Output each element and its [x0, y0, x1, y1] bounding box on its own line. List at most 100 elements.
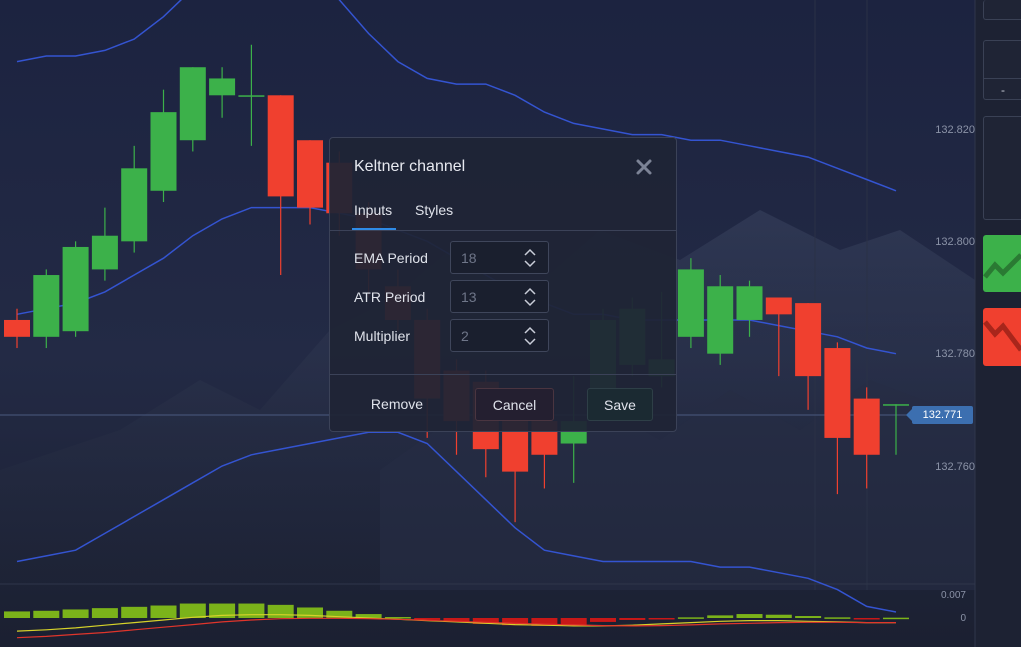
histogram-bar [238, 603, 265, 618]
atr-period-label: ATR Period [354, 289, 426, 305]
price-axis-label: 132.820 [935, 124, 975, 136]
histogram-bar [443, 618, 470, 622]
histogram-bar [4, 611, 30, 618]
histogram-bar [150, 605, 177, 618]
histogram-bar [414, 618, 441, 620]
histogram-bar [384, 617, 411, 619]
multiplier-input[interactable]: 2 [450, 319, 549, 352]
put-button[interactable] [983, 308, 1021, 366]
active-tab-indicator [352, 228, 396, 230]
candle [91, 207, 118, 281]
cancel-button[interactable]: Cancel [475, 388, 554, 421]
time-field[interactable] [983, 40, 1021, 100]
candle [62, 241, 89, 337]
tab-styles[interactable]: Styles [415, 202, 453, 218]
current-price-badge: 132.771 [906, 406, 973, 424]
keltner-lower-band [16, 431, 897, 613]
histogram-bar [795, 616, 822, 618]
candle [179, 67, 206, 152]
candle [736, 280, 763, 337]
amount-field[interactable] [983, 0, 1021, 20]
candle-body [4, 319, 30, 337]
save-button[interactable]: Save [587, 388, 653, 421]
multiplier-label: Multiplier [354, 328, 411, 344]
candle [4, 308, 30, 349]
spinner-icon[interactable] [523, 286, 537, 308]
histogram-bar [560, 618, 587, 625]
candle-body [238, 95, 265, 97]
atr-period-input[interactable]: 13 [450, 280, 549, 313]
histogram-bar [267, 604, 294, 618]
histogram-bar [883, 617, 909, 620]
call-button[interactable] [983, 235, 1021, 292]
ema-period-input[interactable]: 18 [450, 241, 549, 274]
candle-body [765, 297, 792, 315]
histogram-bar [736, 614, 763, 618]
candle-body [179, 67, 206, 141]
oscillator-axis-label: 0 [960, 613, 966, 624]
candle-body [297, 140, 323, 208]
candle-body [853, 398, 880, 455]
dialog-title: Keltner channel [354, 158, 466, 175]
histogram-bar [824, 617, 851, 619]
tabs-divider [330, 230, 676, 231]
spinner-icon[interactable] [523, 247, 537, 269]
candle-body [795, 303, 822, 377]
histogram-bar [91, 608, 118, 618]
price-axis-label: 132.780 [935, 348, 975, 360]
candle [297, 140, 323, 225]
candle [677, 258, 704, 349]
histogram-bar [179, 603, 206, 618]
ema-period-label: EMA Period [354, 250, 428, 266]
tab-styles-label: Styles [415, 202, 454, 218]
trend-down-icon [983, 320, 1021, 352]
price-axis-label: 132.760 [935, 461, 975, 473]
candle-body [150, 112, 177, 191]
candle-body [677, 269, 704, 337]
spinner-icon[interactable] [523, 325, 537, 347]
histogram-bar [121, 606, 148, 618]
oscillator-axis-label: 0.007 [940, 590, 966, 601]
keltner-channel-dialog: Keltner channel Inputs Styles EMA Period… [329, 137, 677, 432]
candle-body [33, 275, 60, 337]
candle-body [62, 246, 89, 332]
price-axis-label: 132.800 [935, 236, 975, 248]
remove-button[interactable]: Remove [370, 396, 424, 412]
histogram-bar [33, 610, 60, 618]
histogram-bar [648, 618, 675, 620]
candle-body [121, 168, 148, 242]
histogram-bar [765, 614, 792, 618]
candle [883, 404, 909, 455]
candle [795, 303, 822, 410]
close-icon[interactable] [633, 156, 655, 178]
candle-body [209, 78, 236, 96]
candle-body [824, 348, 851, 438]
keltner-upper-band [16, 0, 897, 192]
candle [33, 269, 60, 349]
candle [209, 67, 236, 118]
candle [238, 44, 265, 146]
candle [707, 275, 734, 365]
histogram-bar [502, 618, 529, 626]
histogram-bar [472, 618, 499, 624]
candle [267, 95, 294, 276]
candle [824, 342, 851, 495]
oscillator-panel [4, 603, 909, 639]
candle [765, 297, 792, 377]
histogram-bar [355, 614, 382, 618]
histogram-bar [62, 609, 89, 618]
candle [150, 89, 177, 203]
ema-period-value: 18 [461, 250, 477, 266]
histogram-bar [326, 610, 353, 618]
candle-body [736, 286, 763, 320]
histogram-bar [853, 618, 880, 620]
histogram-bar [297, 607, 323, 618]
trend-up-icon [983, 253, 1021, 279]
candle-body [91, 235, 118, 270]
tab-inputs[interactable]: Inputs [352, 202, 396, 230]
candle [121, 145, 148, 253]
oscillator-main-line [16, 617, 896, 639]
histogram-bar [707, 615, 734, 618]
decrease-button[interactable]: - [983, 78, 1021, 101]
candle-body [267, 95, 294, 197]
